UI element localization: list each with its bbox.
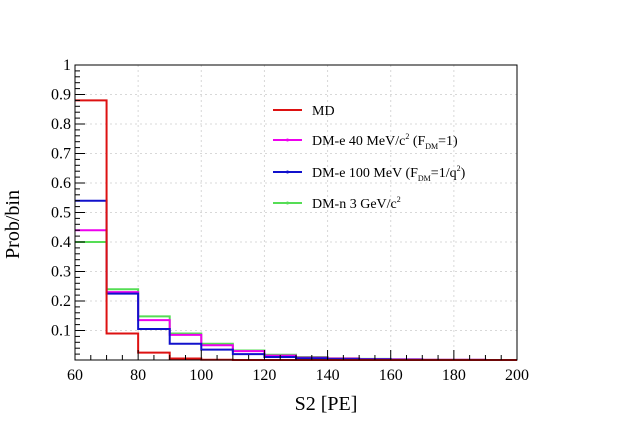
legend-label-1: DM-e 40 MeV/c2 (FDM=1) [312,132,458,151]
tick-labels: 60 80 100 120 140 160 180 200 0.1 0.2 0.3 0.4 0.5 0.6… [51,57,529,384]
legend-text-part: ) [461,166,466,181]
legend-text-part: 2 [457,164,461,173]
y-tick-label: 0.4 [51,234,71,251]
y-axis-title: Prob/bin [2,190,24,259]
legend-label-0: MD [312,104,335,119]
x-tick-label: 140 [316,367,340,384]
legend-text-part: 2 [397,195,401,204]
legend-text-part: DM-e 100 MeV (F [312,166,418,181]
series-line-1 [75,229,517,361]
y-tick-label: 0.9 [51,87,71,104]
y-tick-label: 0.8 [51,116,71,133]
x-tick-label: 180 [442,367,466,384]
legend-text-part: =1/q [431,166,457,181]
x-tick-label: 160 [379,367,403,384]
legend-marker-2 [286,170,289,174]
y-tick-label: 0.6 [51,175,71,192]
legend-marker-1 [286,138,289,142]
y-tick-label: 1 [63,57,71,74]
legend-text-part: MD [312,104,335,119]
x-tick-label: 100 [189,367,213,384]
y-tick-label: 0.1 [51,323,71,340]
y-tick-label: 0.5 [51,205,71,222]
legend-text-part: =1) [438,134,458,149]
series-line-2 [75,199,517,361]
grid [75,65,517,360]
y-tick-label: 0.7 [51,146,71,163]
legend-text-part: DM [425,142,438,151]
y-tick-label: 0.3 [51,264,71,281]
y-tick-label: 0.2 [51,293,71,310]
x-tick-label: 60 [67,367,83,384]
x-axis-title: S2 [PE] [295,393,358,415]
x-tick-label: 80 [130,367,146,384]
legend-label-2: DM-e 100 MeV (FDM=1/q2) [312,164,466,183]
x-tick-label: 200 [505,367,529,384]
legend-label-3: DM-n 3 GeV/c2 [312,195,401,212]
legend-text-part: DM-n 3 GeV/c [312,197,397,212]
legend-text-part: 2 [405,132,409,141]
axis-ticks [74,64,518,361]
legend-text-part: DM-e 40 MeV/c [312,134,405,149]
legend-text-part: DM [418,174,431,183]
legend-text-part: (F [409,134,425,149]
legend-marker-3 [286,201,289,205]
x-tick-label: 120 [252,367,276,384]
